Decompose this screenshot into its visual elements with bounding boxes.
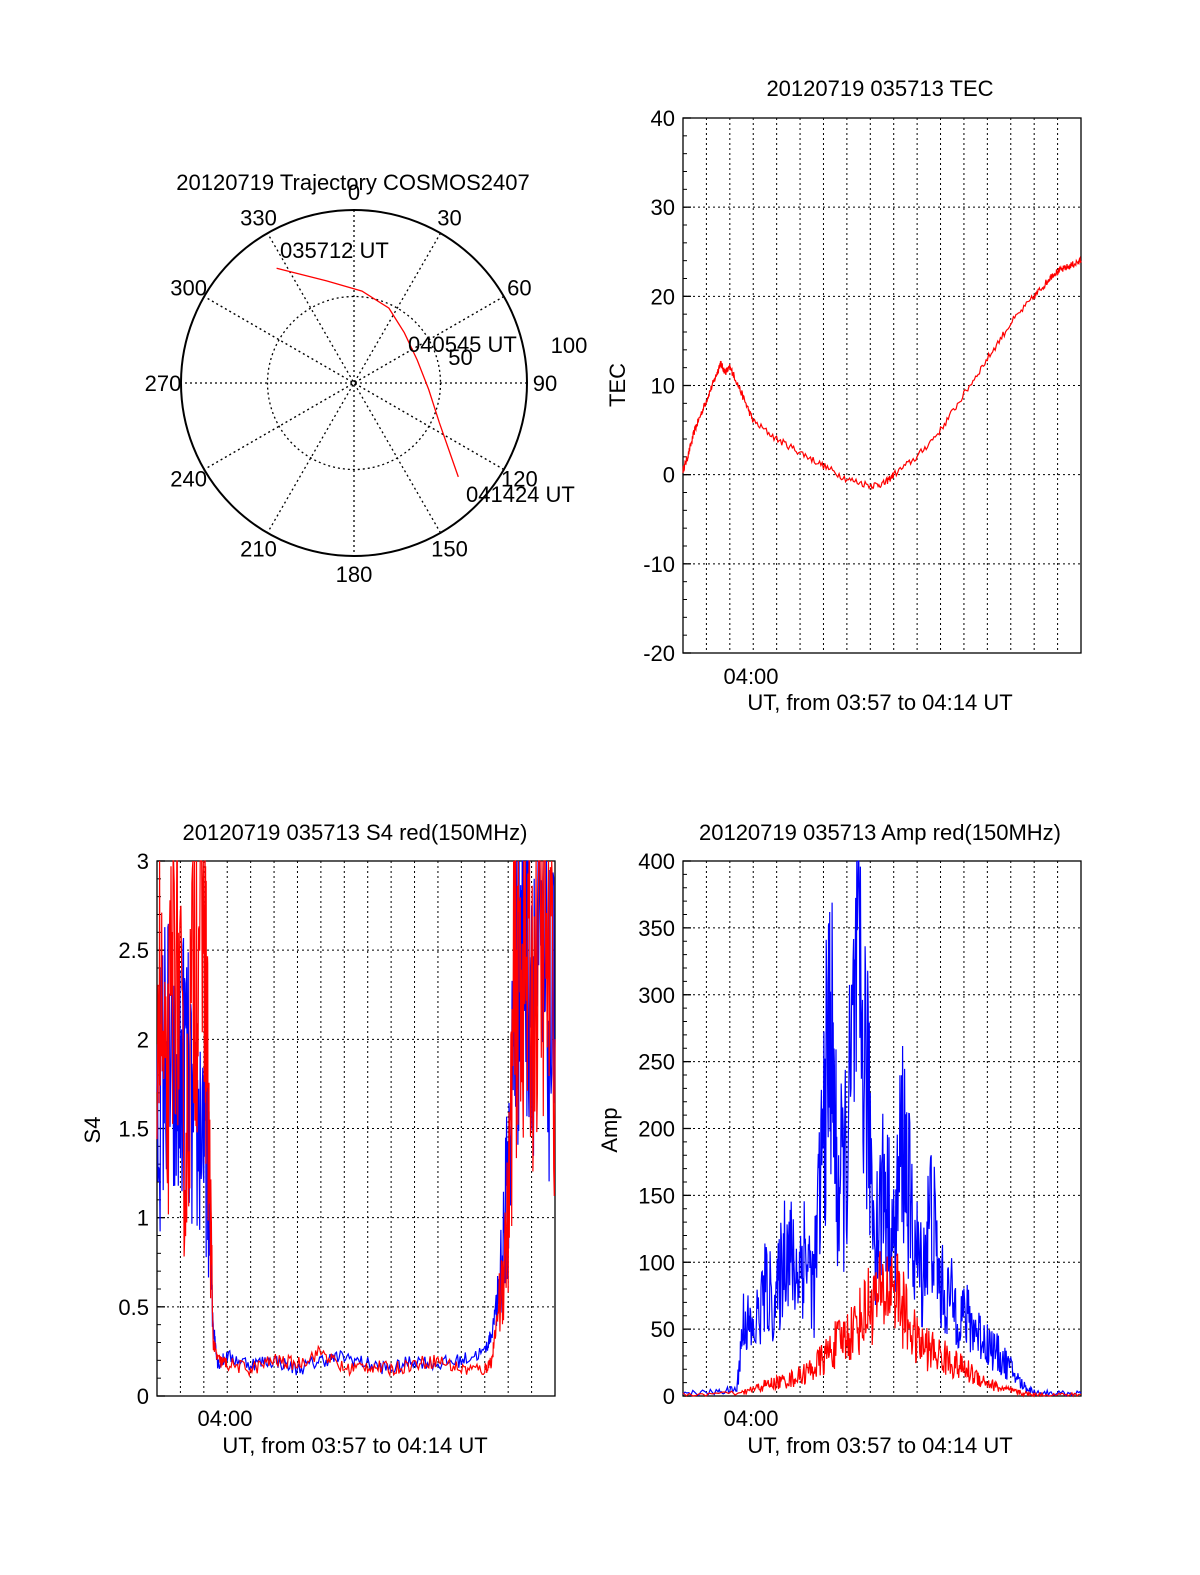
polar-trajectory [276,267,459,478]
polar-azimuth-label: 150 [431,536,468,561]
s4-ylabel: S4 [80,1117,105,1144]
polar-annotation-end: 041424 UT [466,482,575,507]
amp-xtick-label: 04:00 [723,1406,778,1431]
y-tick-label: 250 [638,1050,675,1075]
amp-title: 20120719 035713 Amp red(150MHz) [699,820,1061,845]
s4-title: 20120719 035713 S4 red(150MHz) [183,820,528,845]
polar-inner-ring [266,295,442,471]
polar-ring-label: 50 [448,345,472,370]
tec-xtick-label: 04:00 [723,664,778,689]
polar-azimuth-label: 270 [145,371,182,396]
y-tick-label: 2.5 [118,938,149,963]
y-tick-label: 3 [137,849,149,874]
polar-annotation-start: 035712 UT [280,238,389,263]
s4-xlabel: UT, from 03:57 to 04:14 UT [222,1433,487,1458]
polar-azimuth-label: 60 [507,276,531,301]
polar-ring-labels: 50 100 [448,333,587,370]
y-tick-label: 0 [663,1384,675,1409]
tec-ylabel: TEC [605,363,630,407]
y-tick-label: 40 [651,106,675,131]
y-tick-label: 0 [663,463,675,488]
polar-azimuth-label: 300 [170,276,207,301]
y-tick-label: 300 [638,983,675,1008]
polar-azimuth-label: 330 [240,206,277,231]
y-tick-label: -10 [643,552,675,577]
polar-azimuth-label: 90 [533,371,557,396]
polar-azimuth-label: 240 [170,467,207,492]
s4-chart: 20120719 035713 S4 red(150MHz) S4 04:00 … [80,820,556,1458]
y-tick-label: 30 [651,195,675,220]
polar-azimuth-label: 210 [240,536,277,561]
series-line-second [682,1251,1082,1398]
y-tick-label: 10 [651,374,675,399]
y-tick-label: 150 [638,1183,675,1208]
series-line-first [682,256,1082,491]
polar-azimuth-label: 120 [501,467,538,492]
y-tick-label: 0.5 [118,1295,149,1320]
polar-ring-label: 100 [551,333,588,358]
y-tick-label: 1 [137,1206,149,1231]
amp-ylabel: Amp [597,1107,622,1152]
polar-azimuth-label: 180 [336,562,373,587]
polar-annotation-mid: 040545 UT [408,332,517,357]
polar-azimuth-labels: 0 30 60 90 120 150 180 210 240 270 300 330 [145,180,558,587]
polar-grid [180,209,528,557]
series-line-second [156,860,556,1378]
series-line-first [156,860,556,1376]
y-tick-label: 2 [137,1027,149,1052]
series-line-first [682,860,1082,1397]
tec-xlabel: UT, from 03:57 to 04:14 UT [747,690,1012,715]
s4-xtick-label: 04:00 [197,1406,252,1431]
y-tick-label: 350 [638,916,675,941]
tec-chart: 20120719 035713 TEC TEC 04:00 UT, from 0… [605,76,1082,715]
y-tick-label: 400 [638,849,675,874]
plot-frame [156,860,556,1397]
y-tick-label: 50 [651,1317,675,1342]
tec-title: 20120719 035713 TEC [766,76,993,101]
polar-title: 20120719 Trajectory COSMOS2407 [176,170,529,195]
y-tick-label: -20 [643,641,675,666]
y-tick-label: 100 [638,1250,675,1275]
polar-trajectory-line [276,267,459,478]
amp-xlabel: UT, from 03:57 to 04:14 UT [747,1433,1012,1458]
polar-chart: 20120719 Trajectory COSMOS2407 0 30 60 90 12… [145,170,588,587]
y-tick-label: 1.5 [118,1117,149,1142]
polar-azimuth-label: 30 [437,206,461,231]
amp-chart: 20120719 035713 Amp red(150MHz) Amp 04:0… [597,820,1082,1458]
y-tick-label: 200 [638,1117,675,1142]
y-tick-label: 20 [651,284,675,309]
y-tick-label: 0 [137,1384,149,1409]
polar-azimuth-label: 0 [348,180,360,205]
plot-frame [682,117,1082,654]
